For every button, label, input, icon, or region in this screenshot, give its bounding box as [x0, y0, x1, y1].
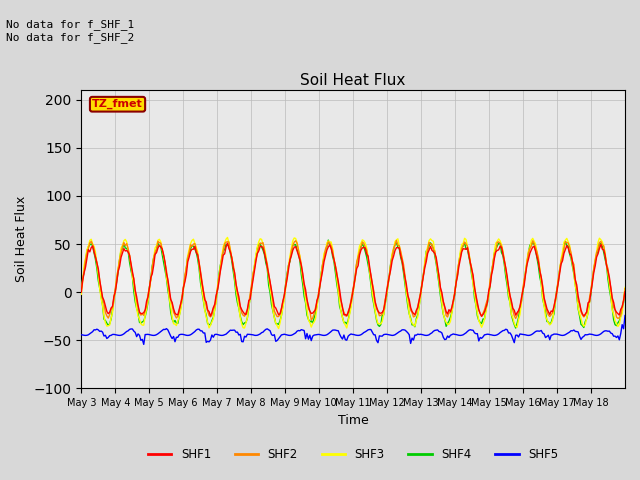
- Legend: SHF1, SHF2, SHF3, SHF4, SHF5: SHF1, SHF2, SHF3, SHF4, SHF5: [143, 444, 563, 466]
- Text: No data for f_SHF_1
No data for f_SHF_2: No data for f_SHF_1 No data for f_SHF_2: [6, 19, 134, 43]
- Title: Soil Heat Flux: Soil Heat Flux: [300, 72, 406, 87]
- Y-axis label: Soil Heat Flux: Soil Heat Flux: [15, 196, 28, 282]
- Text: TZ_fmet: TZ_fmet: [92, 99, 143, 109]
- X-axis label: Time: Time: [338, 414, 369, 427]
- Bar: [81, 196, 625, 292]
